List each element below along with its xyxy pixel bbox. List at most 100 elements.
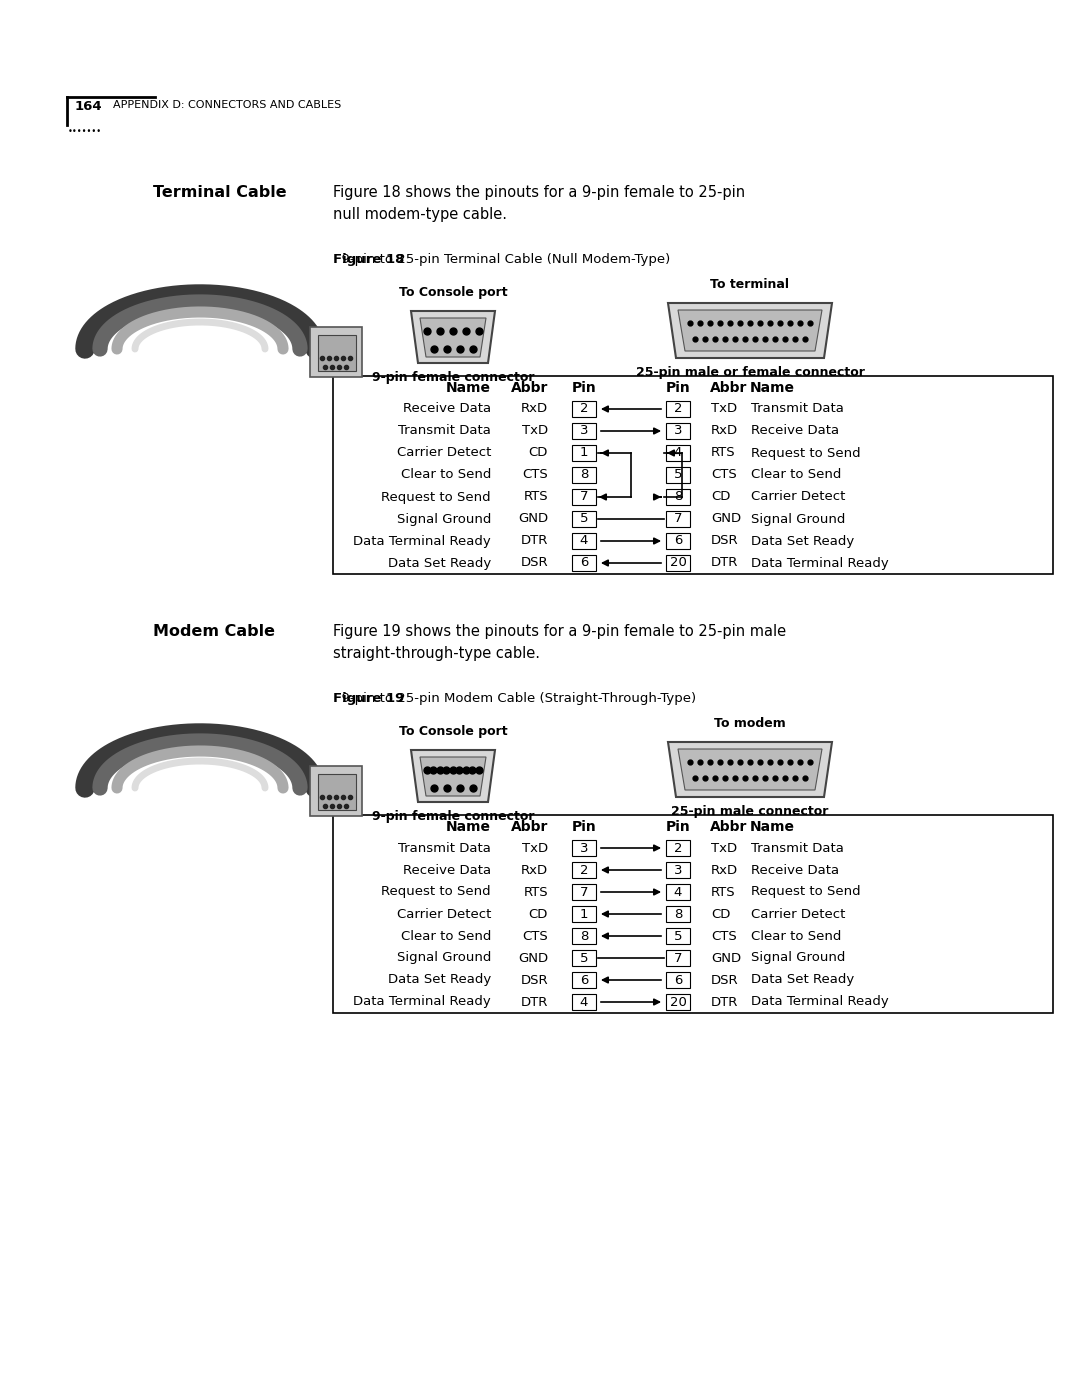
Text: Clear to Send: Clear to Send <box>401 468 491 482</box>
Text: GND: GND <box>518 513 548 525</box>
Text: Transmit Data: Transmit Data <box>399 841 491 855</box>
Text: 9-pin to 25-pin Modem Cable (Straight-Through-Type): 9-pin to 25-pin Modem Cable (Straight-Th… <box>333 692 697 705</box>
Text: 12: 12 <box>796 312 804 317</box>
Text: RTS: RTS <box>524 490 548 503</box>
Text: RxD: RxD <box>521 402 548 415</box>
Text: 12: 12 <box>796 750 804 756</box>
Bar <box>572 401 596 416</box>
Text: 2: 2 <box>463 759 469 764</box>
Text: Abbr: Abbr <box>511 381 548 395</box>
Bar <box>572 555 596 571</box>
Text: straight-through-type cable.: straight-through-type cable. <box>333 645 540 661</box>
Bar <box>572 511 596 527</box>
Bar <box>333 376 1053 574</box>
Text: Receive Data: Receive Data <box>751 863 839 876</box>
Text: DSR: DSR <box>711 535 739 548</box>
Text: 9-pin female connector: 9-pin female connector <box>372 372 535 384</box>
Text: TxD: TxD <box>711 841 738 855</box>
Text: 2: 2 <box>580 402 589 415</box>
Text: 18: 18 <box>731 345 739 349</box>
Bar <box>666 840 690 856</box>
Text: 23: 23 <box>781 345 789 349</box>
Text: GND: GND <box>711 951 741 964</box>
Text: Carrier Detect: Carrier Detect <box>396 908 491 921</box>
Text: Data Terminal Ready: Data Terminal Ready <box>751 556 889 570</box>
Text: Abbr: Abbr <box>511 820 548 834</box>
Bar <box>318 335 356 372</box>
Polygon shape <box>420 757 486 796</box>
Text: 19: 19 <box>741 345 748 349</box>
Text: 14: 14 <box>691 784 699 788</box>
Text: To Console port: To Console port <box>399 286 508 299</box>
Text: Name: Name <box>446 381 491 395</box>
Bar <box>572 972 596 988</box>
Text: 6: 6 <box>738 312 742 317</box>
Text: 5: 5 <box>674 929 683 943</box>
Text: 4: 4 <box>718 750 723 756</box>
Text: 17: 17 <box>721 784 729 788</box>
Text: 1: 1 <box>580 447 589 460</box>
Text: TxD: TxD <box>522 841 548 855</box>
Text: 7: 7 <box>674 513 683 525</box>
Text: Data Terminal Ready: Data Terminal Ready <box>353 535 491 548</box>
Text: Data Terminal Ready: Data Terminal Ready <box>353 996 491 1009</box>
Text: DSR: DSR <box>711 974 739 986</box>
Text: GND: GND <box>518 951 548 964</box>
Text: RTS: RTS <box>711 886 735 898</box>
Text: 8: 8 <box>758 312 761 317</box>
Text: 19: 19 <box>741 784 748 788</box>
Text: 8: 8 <box>445 775 449 782</box>
Text: Request to Send: Request to Send <box>381 886 491 898</box>
Bar <box>666 401 690 416</box>
Text: RxD: RxD <box>711 863 738 876</box>
Text: 8: 8 <box>674 908 683 921</box>
Text: 4: 4 <box>718 312 723 317</box>
Text: 4: 4 <box>437 319 442 324</box>
Text: 16: 16 <box>711 784 719 788</box>
Text: Transmit Data: Transmit Data <box>399 425 491 437</box>
Text: CD: CD <box>528 447 548 460</box>
Bar <box>572 907 596 922</box>
Text: 1: 1 <box>470 759 474 764</box>
Bar <box>572 423 596 439</box>
Text: 7: 7 <box>458 338 462 344</box>
Text: 25: 25 <box>801 784 809 788</box>
Bar <box>572 840 596 856</box>
Bar <box>666 423 690 439</box>
Text: 13: 13 <box>806 312 814 317</box>
Text: DSR: DSR <box>521 556 548 570</box>
Text: 20: 20 <box>751 345 759 349</box>
Text: DTR: DTR <box>711 996 739 1009</box>
Text: 3: 3 <box>674 425 683 437</box>
Text: 7: 7 <box>748 750 752 756</box>
Text: To Console port: To Console port <box>399 725 508 738</box>
Text: Terminal Cable: Terminal Cable <box>153 184 286 200</box>
Polygon shape <box>669 742 832 798</box>
Text: 25-pin male or female connector: 25-pin male or female connector <box>635 366 864 379</box>
Text: •••••••: ••••••• <box>68 127 103 136</box>
Text: Abbr: Abbr <box>710 381 747 395</box>
Text: 164: 164 <box>75 101 103 113</box>
Text: 3: 3 <box>580 425 589 437</box>
Text: 4: 4 <box>674 886 683 898</box>
Text: Name: Name <box>750 820 795 834</box>
Text: 17: 17 <box>721 345 729 349</box>
Text: Figure 19 shows the pinouts for a 9-pin female to 25-pin male: Figure 19 shows the pinouts for a 9-pin … <box>333 624 786 638</box>
Bar <box>310 766 362 816</box>
Text: 10: 10 <box>777 312 784 317</box>
Text: 8: 8 <box>580 929 589 943</box>
Bar <box>333 814 1053 1013</box>
Text: Modem Cable: Modem Cable <box>153 624 275 638</box>
Text: Clear to Send: Clear to Send <box>751 929 841 943</box>
Bar <box>572 489 596 504</box>
Text: 8: 8 <box>674 490 683 503</box>
Bar <box>572 995 596 1010</box>
Text: Receive Data: Receive Data <box>751 425 839 437</box>
Text: 6: 6 <box>471 775 475 782</box>
Text: Data Set Ready: Data Set Ready <box>388 556 491 570</box>
Text: Transmit Data: Transmit Data <box>751 841 843 855</box>
Text: 8: 8 <box>758 750 761 756</box>
Bar <box>666 511 690 527</box>
Bar <box>666 928 690 944</box>
Text: Signal Ground: Signal Ground <box>396 513 491 525</box>
